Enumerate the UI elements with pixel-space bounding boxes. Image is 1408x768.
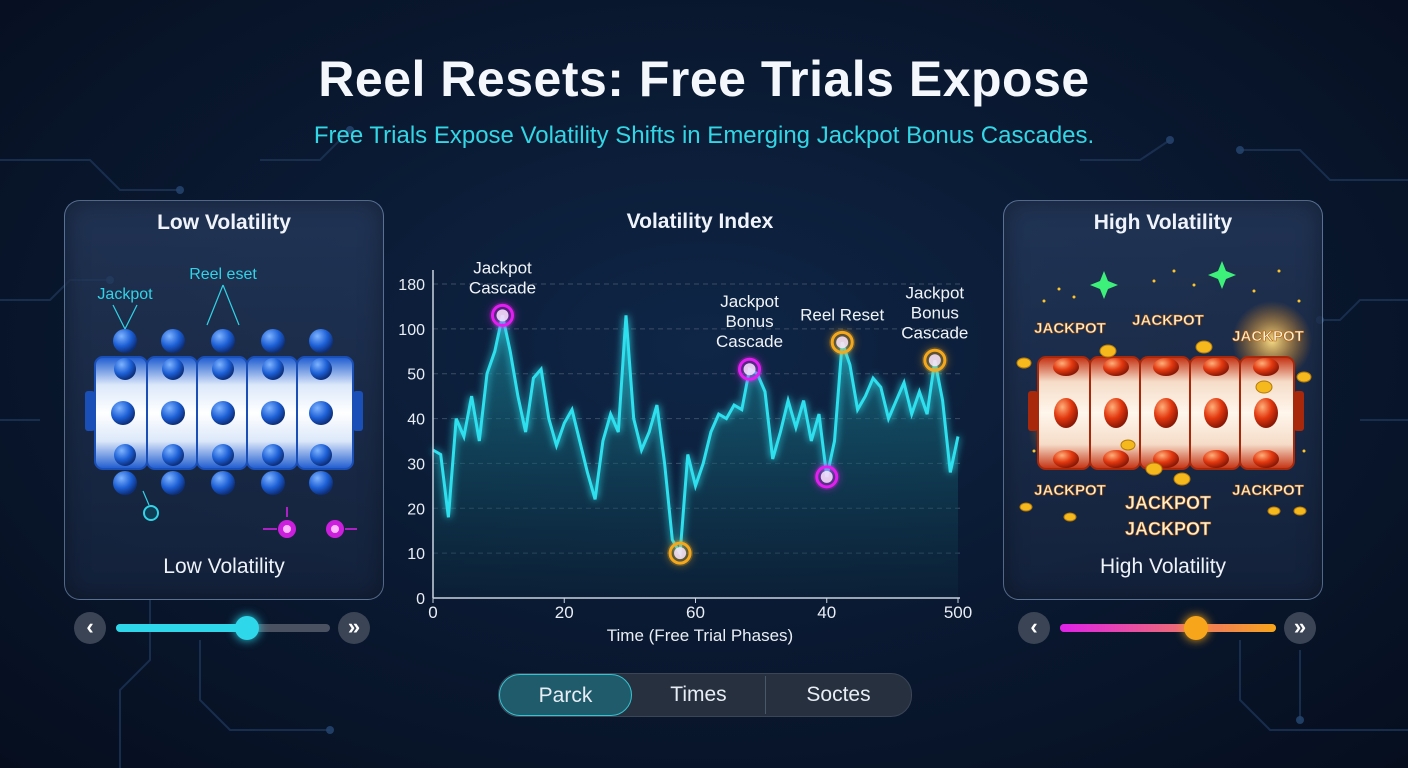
chart-area [433, 315, 958, 598]
high-prev-button[interactable]: ‹ [1018, 612, 1050, 644]
x-tick-label: 500 [944, 603, 972, 622]
low-volatility-title: Low Volatility [157, 211, 291, 234]
y-tick-label: 10 [407, 546, 425, 563]
low-volatility-slider[interactable] [116, 616, 330, 640]
x-axis-ticks: 0 20 60 40 500 [428, 598, 972, 622]
double-chevron-right-icon: » [1293, 614, 1307, 639]
x-tick-label: 60 [686, 603, 705, 622]
high-slider-fill [1060, 624, 1276, 632]
annotation-label: Cascade [716, 332, 783, 351]
double-chevron-right-icon: » [347, 614, 361, 639]
page-title: Reel Resets: Free Trials Expose [318, 51, 1090, 107]
annotation-label: Cascade [901, 323, 968, 342]
cyan-marker [143, 505, 159, 521]
low-volatility-panel: Low Volatility Jackpot Reel eset [64, 200, 384, 600]
low-prev-button[interactable]: ‹ [74, 612, 106, 644]
low-volatility-reel-illustration: Jackpot Reel eset [85, 266, 363, 538]
chevron-left-icon: ‹ [1030, 614, 1038, 639]
high-slider-thumb[interactable] [1184, 616, 1209, 640]
high-volatility-reel-illustration: JACKPOT JACKPOT JACKPOT JACKPOT JACKPOT … [1016, 261, 1312, 539]
chart-title: Volatility Index [626, 210, 774, 233]
annotation-marker [667, 540, 694, 567]
high-volatility-panel: High Volatility [1003, 200, 1323, 600]
y-tick-label: 40 [407, 412, 425, 429]
low-next-button[interactable]: » [338, 612, 370, 644]
jackpot-label: JACKPOT [1125, 493, 1211, 513]
low-slider-thumb[interactable] [234, 616, 259, 640]
low-slider-fill [116, 624, 247, 632]
y-tick-label: 50 [407, 367, 425, 384]
page-subtitle: Free Trials Expose Volatility Shifts in … [313, 122, 1095, 149]
annotation-marker: Reel Reset [800, 305, 885, 356]
annotation-label: Jackpot [720, 292, 779, 311]
jackpot-label: JACKPOT [1232, 482, 1304, 499]
y-axis-ticks: 0 10 20 30 40 50 100 180 [398, 277, 425, 608]
annotation-label: Jackpot [906, 283, 965, 302]
y-tick-label: 180 [398, 277, 425, 294]
view-tabs: Parck Times Soctes [498, 673, 912, 717]
chevron-left-icon: ‹ [86, 614, 94, 639]
high-volatility-slider-row: ‹ » [1018, 612, 1316, 644]
annotation-label: Bonus [725, 312, 773, 331]
x-tick-label: 0 [428, 603, 437, 622]
high-volatility-caption: High Volatility [1099, 555, 1227, 578]
high-volatility-slider[interactable] [1060, 616, 1276, 640]
low-volatility-slider-row: ‹ » [74, 612, 370, 644]
tab-parck[interactable]: Parck [499, 674, 632, 716]
jackpot-label: JACKPOT [1232, 328, 1304, 345]
label-jackpot: Jackpot [97, 286, 153, 303]
tab-separator [765, 676, 766, 714]
y-tick-label: 100 [398, 322, 425, 339]
tab-soctes[interactable]: Soctes [806, 683, 871, 706]
jackpot-label: JACKPOT [1132, 312, 1204, 329]
x-tick-label: 40 [817, 603, 836, 622]
annotation-label: Cascade [469, 278, 536, 297]
annotation-label: Reel Reset [800, 305, 884, 324]
high-next-button[interactable]: » [1284, 612, 1316, 644]
annotation-marker [813, 463, 840, 490]
y-tick-label: 20 [407, 501, 425, 518]
y-tick-label: 30 [407, 456, 425, 473]
jackpot-label: JACKPOT [1125, 519, 1211, 539]
annotation-label: Jackpot [473, 258, 532, 277]
annotation-label: Bonus [911, 303, 959, 322]
x-axis-label: Time (Free Trial Phases) [607, 626, 793, 645]
chart-series-line [432, 315, 960, 559]
high-volatility-title: High Volatility [1093, 211, 1233, 234]
jackpot-label: JACKPOT [1034, 482, 1106, 499]
tab-times[interactable]: Times [670, 683, 727, 706]
x-tick-label: 20 [555, 603, 574, 622]
label-reel-reset: Reel eset [189, 266, 257, 283]
low-volatility-caption: Low Volatility [163, 555, 285, 578]
y-tick-label: 0 [416, 591, 425, 608]
jackpot-label: JACKPOT [1034, 320, 1106, 337]
